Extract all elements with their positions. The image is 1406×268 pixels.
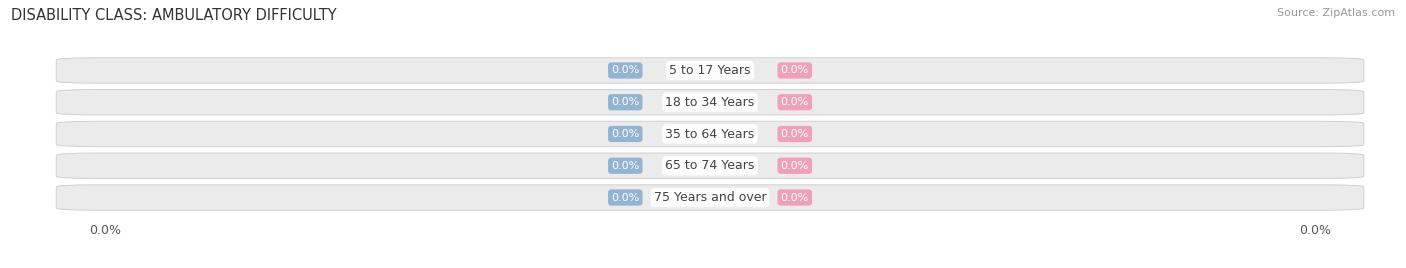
FancyBboxPatch shape [56, 58, 1364, 83]
Text: 0.0%: 0.0% [612, 65, 640, 76]
Text: 75 Years and over: 75 Years and over [654, 191, 766, 204]
Text: 0.0%: 0.0% [612, 97, 640, 107]
Text: 0.0%: 0.0% [612, 161, 640, 171]
Text: 0.0%: 0.0% [780, 129, 808, 139]
FancyBboxPatch shape [56, 90, 1364, 115]
Text: 65 to 74 Years: 65 to 74 Years [665, 159, 755, 172]
Text: 5 to 17 Years: 5 to 17 Years [669, 64, 751, 77]
Text: 0.0%: 0.0% [780, 65, 808, 76]
FancyBboxPatch shape [56, 185, 1364, 210]
Text: 35 to 64 Years: 35 to 64 Years [665, 128, 755, 140]
Text: 18 to 34 Years: 18 to 34 Years [665, 96, 755, 109]
Text: Source: ZipAtlas.com: Source: ZipAtlas.com [1277, 8, 1395, 18]
Text: 0.0%: 0.0% [780, 192, 808, 203]
Text: 0.0%: 0.0% [612, 192, 640, 203]
Text: DISABILITY CLASS: AMBULATORY DIFFICULTY: DISABILITY CLASS: AMBULATORY DIFFICULTY [11, 8, 337, 23]
FancyBboxPatch shape [56, 153, 1364, 178]
Text: 0.0%: 0.0% [612, 129, 640, 139]
FancyBboxPatch shape [56, 121, 1364, 147]
Text: 0.0%: 0.0% [780, 97, 808, 107]
Text: 0.0%: 0.0% [780, 161, 808, 171]
